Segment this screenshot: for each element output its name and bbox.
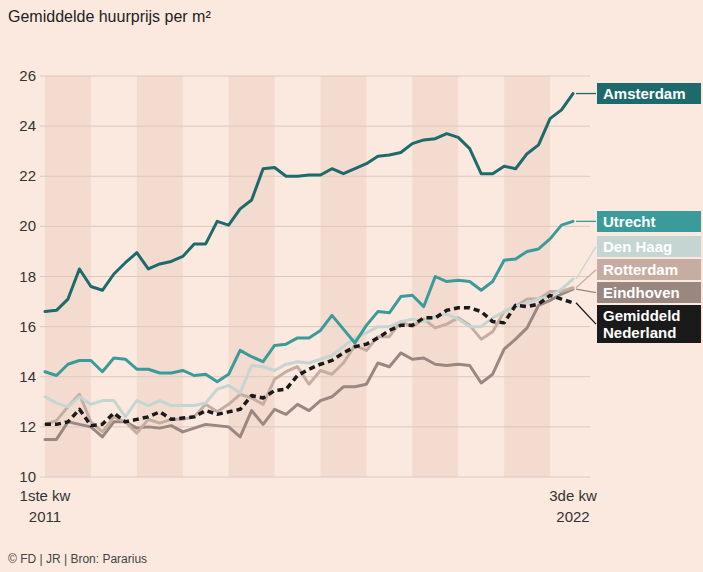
legend-label: Eindhoven bbox=[597, 282, 701, 303]
y-tick-label: 12 bbox=[19, 418, 36, 435]
series-line bbox=[45, 94, 573, 312]
grid-line bbox=[40, 426, 590, 427]
y-tick-label: 18 bbox=[19, 268, 36, 285]
y-tick-label: 16 bbox=[19, 318, 36, 335]
x-tick-line: 2022 bbox=[556, 508, 589, 525]
series-line bbox=[45, 221, 573, 381]
y-tick-label: 20 bbox=[19, 217, 36, 234]
legend-label: Amsterdam bbox=[597, 83, 701, 104]
x-tick-label: 1ste kw 2011 bbox=[20, 487, 71, 525]
y-tick-label: 22 bbox=[19, 167, 36, 184]
y-tick-label: 14 bbox=[19, 368, 36, 385]
legend-label: Gemiddeld Nederland bbox=[597, 305, 701, 343]
grid-line bbox=[40, 226, 590, 227]
legend-connector bbox=[576, 93, 596, 94]
grid-line bbox=[40, 326, 590, 327]
legend-connector bbox=[576, 247, 596, 279]
grid-line bbox=[40, 76, 590, 77]
grid-line bbox=[40, 126, 590, 127]
legend-label: Den Haag bbox=[597, 236, 701, 257]
x-tick-line: 1ste kw bbox=[20, 487, 71, 504]
y-tick-label: 26 bbox=[19, 67, 36, 84]
y-tick-label: 10 bbox=[19, 468, 36, 485]
legend-label: Rotterdam bbox=[597, 259, 701, 280]
x-tick-line: 3de kw bbox=[549, 487, 597, 504]
series-line bbox=[45, 279, 573, 417]
x-tick-label: 3de kw 2022 bbox=[549, 487, 597, 525]
y-tick-label: 24 bbox=[19, 117, 36, 134]
grid-line bbox=[40, 276, 590, 277]
legend-connector bbox=[576, 270, 596, 288]
title: Gemiddelde huurprijs per m² bbox=[8, 8, 211, 25]
grid-line bbox=[40, 477, 590, 478]
source: © FD | JR | Bron: Pararius bbox=[8, 552, 147, 566]
page: {"chart_data": { "type": "line", "title"… bbox=[0, 0, 703, 572]
x-tick-line: 2011 bbox=[29, 508, 61, 525]
legend-connector bbox=[576, 221, 596, 222]
legend-label: Utrecht bbox=[597, 211, 701, 232]
legend-connector bbox=[576, 289, 596, 293]
legend-connector bbox=[576, 303, 596, 324]
lines bbox=[45, 94, 573, 440]
series-line bbox=[45, 295, 573, 425]
